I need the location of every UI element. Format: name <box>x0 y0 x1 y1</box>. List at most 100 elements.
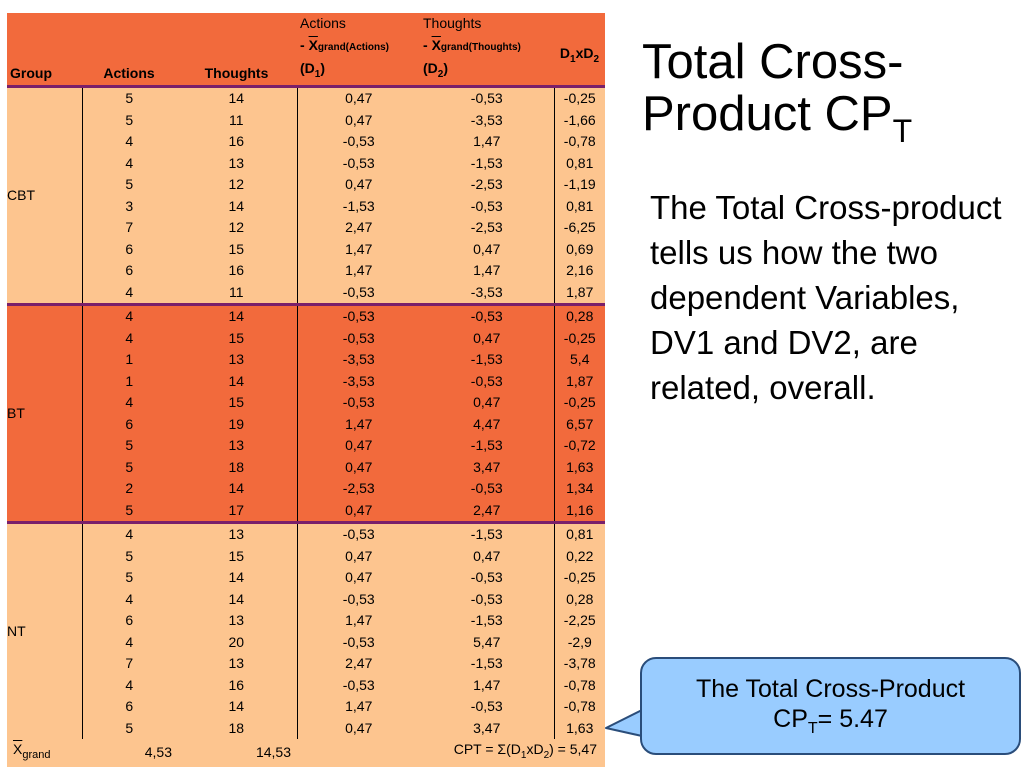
cell-d1: -3,53 <box>297 370 420 393</box>
cell-d1: -0,53 <box>297 631 420 654</box>
footer-grand-label: Xgrand <box>7 739 82 767</box>
table-row: 1 13 -3,53 -1,53 5,4 <box>7 349 605 371</box>
cell-product: 5,4 <box>554 349 605 371</box>
header-actions: Actions <box>82 13 176 87</box>
cell-d2: -1,53 <box>420 435 555 457</box>
table-row: 2 14 -2,53 -0,53 1,34 <box>7 478 605 500</box>
cell-actions: 4 <box>82 131 176 153</box>
cell-actions: 1 <box>82 349 176 371</box>
cell-thoughts: 13 <box>176 435 298 457</box>
table-row: CBT 5 14 0,47 -0,53 -0,25 <box>7 86 605 305</box>
cell-thoughts: 19 <box>176 413 298 436</box>
cell-thoughts: 13 <box>176 610 298 632</box>
cell-actions: 7 <box>82 653 176 675</box>
cell-d1: -0,53 <box>297 674 420 697</box>
cell-actions: 5 <box>82 567 176 589</box>
cell-d2: -0,53 <box>420 588 555 611</box>
table-row: 6 14 1,47 -0,53 -0,78 <box>7 696 605 718</box>
cell-actions: 4 <box>82 152 176 175</box>
cell-thoughts: 14 <box>176 370 298 393</box>
cell-product: 0,69 <box>554 238 605 261</box>
header-d1: Actions - Xgrand(Actions) (D1) <box>297 13 420 87</box>
cell-thoughts: 14 <box>176 696 298 718</box>
cell-thoughts: 13 <box>176 521 298 546</box>
cell-actions: 2 <box>82 478 176 500</box>
cell-d2: -2,53 <box>420 217 555 239</box>
header-d2-bottom: (D2) <box>423 60 449 80</box>
header-d1-bottom: (D1) <box>300 60 326 80</box>
table-row: 7 12 2,47 -2,53 -6,25 <box>7 217 605 239</box>
table-row: 4 13 -0,53 -1,53 0,81 <box>7 152 605 175</box>
cell-d1: 1,47 <box>297 610 420 632</box>
slide-title: Total Cross-Product CPT <box>642 35 913 149</box>
cell-d1: 0,47 <box>297 545 420 568</box>
cell-actions: 5 <box>82 456 176 479</box>
cell-actions: 1 <box>82 370 176 393</box>
cell-d2: -1,53 <box>420 610 555 632</box>
header-product: D1xD2 <box>554 13 605 87</box>
cell-product: -1,19 <box>554 174 605 196</box>
cell-d1: 1,47 <box>297 413 420 436</box>
cell-d2: -1,53 <box>420 521 555 546</box>
cell-d1: -0,53 <box>297 131 420 153</box>
cell-d2: 0,47 <box>420 327 555 350</box>
cell-d1: 0,47 <box>297 109 420 132</box>
cell-product: 0,28 <box>554 303 605 328</box>
footer-actions-mean: 4,53 <box>82 739 176 767</box>
cell-actions: 3 <box>82 195 176 218</box>
cell-d2: -2,53 <box>420 174 555 196</box>
cell-thoughts: 18 <box>176 456 298 479</box>
cell-d2: -0,53 <box>420 478 555 500</box>
group-label-bt: BT <box>7 303 83 523</box>
cell-d2: -0,53 <box>420 696 555 718</box>
cell-d1: -1,53 <box>297 195 420 218</box>
cell-thoughts: 15 <box>176 238 298 261</box>
cell-d2: -0,53 <box>420 195 555 218</box>
cell-d1: -0,53 <box>297 327 420 350</box>
cell-actions: 5 <box>82 86 176 110</box>
cell-thoughts: 13 <box>176 653 298 675</box>
cell-d2: -0,53 <box>420 567 555 589</box>
cell-product: 1,87 <box>554 281 605 305</box>
cell-d2: -1,53 <box>420 349 555 371</box>
table-row: 1 14 -3,53 -0,53 1,87 <box>7 370 605 393</box>
cell-actions: 6 <box>82 610 176 632</box>
cell-product: 1,87 <box>554 370 605 393</box>
cell-product: 1,63 <box>554 456 605 479</box>
cell-product: -0,25 <box>554 327 605 350</box>
cell-thoughts: 12 <box>176 174 298 196</box>
cell-product: -0,78 <box>554 696 605 718</box>
cell-actions: 4 <box>82 392 176 414</box>
cell-d1: 1,47 <box>297 260 420 282</box>
cell-d2: 3,47 <box>420 456 555 479</box>
cell-product: 1,16 <box>554 499 605 523</box>
table-row: 4 20 -0,53 5,47 -2,9 <box>7 631 605 654</box>
table-row: 4 15 -0,53 0,47 -0,25 <box>7 327 605 350</box>
cell-d1: -0,53 <box>297 152 420 175</box>
cell-d1: 0,47 <box>297 456 420 479</box>
table-row: 6 19 1,47 4,47 6,57 <box>7 413 605 436</box>
cell-d1: -3,53 <box>297 349 420 371</box>
table-row: 7 13 2,47 -1,53 -3,78 <box>7 653 605 675</box>
cell-d1: 0,47 <box>297 499 420 523</box>
cell-product: 0,28 <box>554 588 605 611</box>
table-row: 6 16 1,47 1,47 2,16 <box>7 260 605 282</box>
table-row: NT 4 13 -0,53 -1,53 0,81 <box>7 521 605 740</box>
header-group: Group <box>7 13 82 87</box>
cell-product: 1,34 <box>554 478 605 500</box>
table-header-row: Group Actions Thoughts Actions - Xgrand(… <box>7 13 605 87</box>
group-label-nt: NT <box>7 521 83 740</box>
cell-d2: 0,47 <box>420 238 555 261</box>
cell-d2: 1,47 <box>420 131 555 153</box>
table-row: 4 15 -0,53 0,47 -0,25 <box>7 392 605 414</box>
table-row: 6 13 1,47 -1,53 -2,25 <box>7 610 605 632</box>
callout-pointer <box>605 709 643 737</box>
cell-d2: 0,47 <box>420 392 555 414</box>
cell-thoughts: 14 <box>176 567 298 589</box>
cell-d2: 3,47 <box>420 717 555 740</box>
cell-d1: -0,53 <box>297 392 420 414</box>
cell-product: -0,25 <box>554 86 605 110</box>
cell-actions: 4 <box>82 674 176 697</box>
cell-thoughts: 14 <box>176 195 298 218</box>
cell-product: -2,9 <box>554 631 605 654</box>
